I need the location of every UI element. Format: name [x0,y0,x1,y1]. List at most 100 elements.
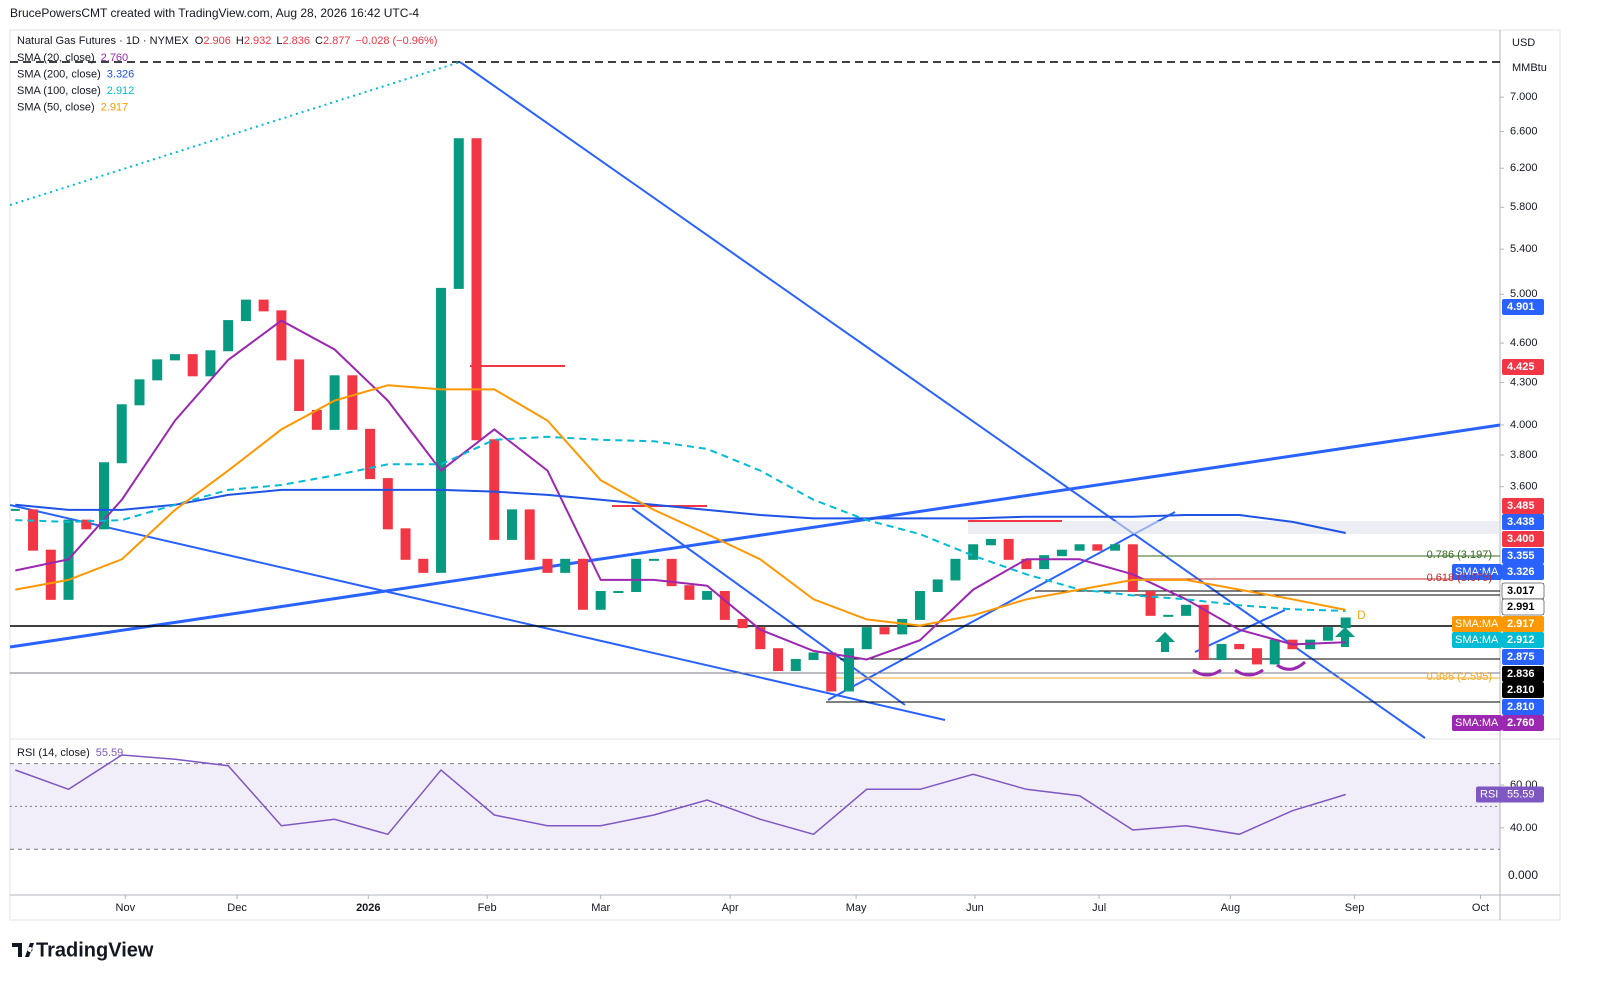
legend-entry: SMA (20, close) 2.760 [17,52,128,64]
candle [471,138,482,441]
legend-entry: SMA (50, close) 2.917 [17,101,128,113]
sma-line [15,435,1346,612]
badge-bg [1502,564,1544,580]
badge-tag-bg [1452,564,1502,580]
rsi-legend: RSI (14, close) 55.59 [17,747,123,759]
candle [755,627,766,650]
candle [1251,648,1262,665]
candle [790,659,801,672]
badge-bg [1502,548,1544,564]
x-tick-label: Jun [966,902,984,914]
candle [258,299,269,312]
trendline [1194,609,1286,653]
candle [1003,538,1014,560]
candle [294,359,305,411]
candle [1056,549,1067,557]
badge-value: 4.425 [1507,361,1535,373]
candle [1340,617,1351,629]
x-tick-label: Nov [116,902,136,914]
unit: MMBtu [1512,62,1547,74]
badge-value: 2.917 [1507,618,1535,630]
candle [826,652,837,692]
trendline [631,507,906,706]
y-tick-label: 5.000 [1510,288,1538,300]
legend-entry: SMA (100, close) 2.912 [17,85,134,97]
candle [595,591,606,610]
candle [365,428,376,480]
logo-text: TradingView [36,939,154,961]
candle [81,519,92,530]
x-tick-label: Apr [722,902,739,914]
badge-bg [1502,699,1544,715]
legend-name: SMA (50, close) [17,101,95,113]
legend-name: SMA (20, close) [17,52,95,64]
candle [648,558,659,561]
candle [684,585,695,600]
rsi-value: 55.59 [96,747,124,759]
candle [950,558,961,581]
rsi-badge-value: 55.59 [1507,788,1535,800]
candle [418,558,429,573]
legend-value: 2.912 [107,85,135,97]
candle [702,591,713,600]
badge-value: 2.912 [1507,634,1535,646]
candle [932,579,943,593]
header: BrucePowersCMT created with TradingView.… [10,6,419,20]
rsi-badge-bg [1476,786,1544,803]
y-tick-label: 6.200 [1510,162,1538,174]
fib-label: 0.618 (3.075) [1427,572,1492,584]
legend-name: SMA (100, close) [17,85,101,97]
change: −0.028 (−0.96%) [356,35,438,47]
ohlc-label: H [236,35,244,47]
candle [205,350,216,377]
badge-bg [1502,682,1544,698]
badge-bg [1502,616,1544,632]
badge-tag: SMA:MA [1455,717,1499,729]
candle [382,478,393,530]
badge-value: 4.901 [1507,301,1535,313]
y-tick-label: 5.400 [1510,243,1538,255]
y-tick-label: 4.300 [1510,376,1538,388]
badge-bg [1502,632,1544,648]
legend-value: 2.917 [101,101,129,113]
rsi-name: RSI (14, close) [17,747,90,759]
badge-value: 2.875 [1507,651,1535,663]
candle [985,538,996,546]
badge-value: 3.438 [1507,516,1535,528]
trendline [9,504,946,721]
candle [187,354,198,377]
candle [613,591,624,594]
badge-bg [1502,359,1544,375]
candle [400,528,411,560]
frame [9,29,1561,921]
candle [506,509,517,540]
rsi-line [15,754,1346,836]
zone [968,521,1500,534]
logo: TradingView [12,939,154,961]
pattern-arc [1192,660,1307,677]
rsi-badge: RSI [1480,788,1498,800]
x-tick-label: Mar [591,902,610,914]
candle [311,409,322,430]
candle [542,558,553,573]
currency: USD [1512,37,1535,49]
badge-bg [1502,299,1544,315]
x-tick-label: May [846,902,867,914]
badge-value: 3.326 [1507,566,1535,578]
badge-value: 2.810 [1507,701,1535,713]
fib-label: 0.886 (2.595) [1427,671,1492,683]
candle [524,509,535,560]
ohlc-label: C [315,35,323,47]
fib-label: 0.786 (3.197) [1427,549,1492,561]
candle [737,618,748,629]
x-tick-label: Sep [1345,902,1365,914]
badge-bg [1501,598,1545,616]
candle [1163,614,1174,617]
candle [1039,555,1050,570]
sma-line [15,384,1346,627]
badge-value: 3.485 [1507,500,1535,512]
candle [240,299,251,322]
badge-tag-bg [1452,632,1502,648]
